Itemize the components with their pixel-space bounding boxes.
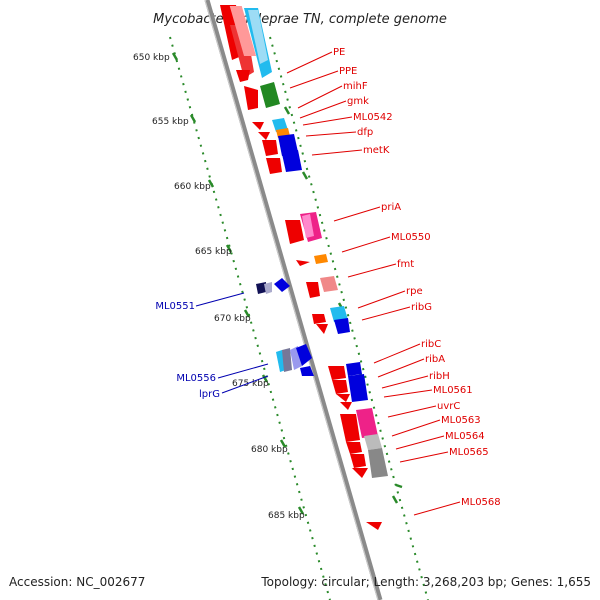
- gene-label: PE: [333, 47, 345, 58]
- gene-ml0551-b: [264, 282, 272, 294]
- kbp-label-685: 685 kbp: [268, 511, 305, 521]
- gene-label: ribG: [411, 302, 432, 313]
- left-gene-labels: ML0551 ML0556 lprG: [155, 301, 220, 400]
- gene-ml0551-c: [274, 278, 290, 292]
- gene-label: ribC: [421, 339, 441, 350]
- gene-ml0550: [296, 260, 310, 266]
- kbp-label-660: 660 kbp: [174, 182, 211, 192]
- kbp-label-665: 665 kbp: [195, 247, 232, 257]
- gene-ml0551-a: [256, 282, 266, 294]
- kbp-label-675: 675 kbp: [232, 379, 269, 389]
- gene-ml0564-red: [352, 468, 368, 478]
- gene-label: priA: [381, 202, 401, 213]
- kbp-label-650: 650 kbp: [133, 53, 170, 63]
- gene-label: ML0551: [155, 301, 195, 312]
- gene-ribg: [330, 306, 348, 322]
- accession-text: Accession: NC_002677: [9, 575, 145, 589]
- gene-label: ML0568: [461, 497, 501, 508]
- gene-ml0568: [366, 522, 382, 530]
- right-tick-track: [269, 36, 429, 600]
- gene-ml0565: [368, 448, 388, 478]
- gene-label: ribA: [425, 354, 445, 365]
- gene-label: gmk: [347, 96, 369, 107]
- gene-ribg-b: [316, 324, 328, 334]
- gene-ribh: [348, 374, 368, 402]
- gene-label: mihF: [343, 81, 368, 92]
- gene-label: lprG: [199, 389, 220, 400]
- gene-mihf-red: [244, 86, 258, 110]
- topology-text: Topology: circular; Length: 3,268,203 bp…: [260, 575, 591, 589]
- gene-ribg-blue: [334, 318, 350, 334]
- gene-ml0563-red: [350, 454, 366, 468]
- gene-fmt: [314, 254, 328, 264]
- gene-label: ML0550: [391, 232, 431, 243]
- gene-label: rpe: [406, 286, 423, 297]
- gene-lprg: [300, 366, 314, 376]
- right-gene-labels: PE PPE mihF gmk ML0542 dfp metK priA ML0…: [333, 47, 501, 508]
- gene-red-138: [262, 140, 278, 156]
- gene-label: PPE: [339, 66, 357, 77]
- left-tick-track: [169, 36, 331, 600]
- gene-label: ML0563: [441, 415, 481, 426]
- gene-ml0542-red-b: [258, 132, 270, 140]
- reverse-features: [256, 278, 314, 376]
- gene-label: ML0561: [433, 385, 473, 396]
- gene-pria-red: [285, 220, 304, 244]
- gene-pe-overlay: [229, 6, 257, 56]
- right-leader-lines: [286, 51, 461, 516]
- gene-ribg-a: [312, 314, 326, 324]
- gene-label: ML0564: [445, 431, 485, 442]
- gene-ml0556-d: [296, 344, 312, 366]
- gene-red-158: [266, 158, 282, 174]
- forward-features: [220, 5, 388, 530]
- gene-ml0563: [356, 408, 378, 438]
- gene-ml0564: [364, 434, 382, 450]
- gene-pria-light: [302, 214, 314, 238]
- gene-metk-a: [278, 134, 298, 156]
- gene-pe-tail: [236, 70, 250, 82]
- genome-backbone: [204, 0, 383, 600]
- gene-ml0542: [272, 118, 288, 132]
- gene-label: ML0542: [353, 112, 393, 123]
- genome-backbone-highlight: [204, 0, 379, 600]
- kbp-label-655: 655 kbp: [152, 117, 189, 127]
- left-leader-lines: [195, 292, 269, 394]
- gene-label: ML0565: [449, 447, 489, 458]
- gene-label: ML0556: [176, 373, 216, 384]
- gene-rpe: [320, 276, 338, 292]
- gene-ribc-red-d: [340, 402, 352, 410]
- gene-label: uvrC: [437, 401, 460, 412]
- gene-label: fmt: [397, 259, 414, 270]
- gene-riba: [346, 362, 362, 376]
- kbp-label-670: 670 kbp: [214, 314, 251, 324]
- gene-label: ribH: [429, 371, 450, 382]
- gene-uvrc-red-b: [346, 442, 362, 454]
- gene-rpe-red: [306, 282, 320, 298]
- gene-metk-b: [282, 150, 302, 172]
- gene-ribc-red-c: [336, 394, 350, 402]
- gene-ml0556-b: [282, 348, 292, 372]
- kbp-label-680: 680 kbp: [251, 445, 288, 455]
- gene-ppe-cyan-light: [248, 10, 268, 64]
- gene-label: metK: [363, 145, 390, 156]
- gene-ml0542-red-a: [252, 122, 264, 130]
- gene-label: dfp: [357, 127, 373, 138]
- gene-ribc-red-b: [332, 380, 348, 394]
- gene-mihf: [260, 82, 280, 108]
- map-title: Mycobacterium leprae TN, complete genome: [153, 12, 447, 27]
- gene-ribc-red-a: [328, 366, 346, 380]
- gene-uvrc-red: [340, 414, 360, 442]
